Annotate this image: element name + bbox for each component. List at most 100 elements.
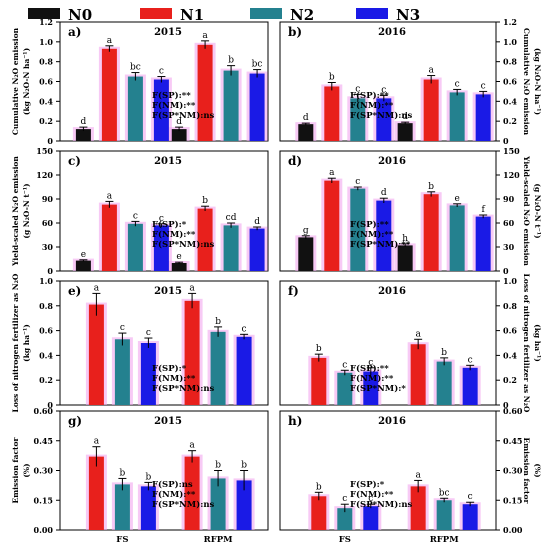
legend-label: N1 xyxy=(180,6,204,24)
bar-n3-rfpm xyxy=(249,73,265,141)
significance-letter: c xyxy=(342,360,347,370)
bar-n0-rfpm xyxy=(397,245,413,271)
significance-letter: e xyxy=(176,252,181,262)
significance-letter: c xyxy=(342,494,347,504)
panel-d: g h a b c e d f 0 30 60 90 120 150 d) 2016 F(SP):**F(NM)… xyxy=(279,146,542,276)
y-tick-label: 150 xyxy=(36,146,53,156)
legend: N0 N1 N2 N3 xyxy=(28,6,420,24)
panel-label: b) xyxy=(288,25,302,39)
y-tick-label: 0.2 xyxy=(39,375,53,385)
significance-letter: c xyxy=(381,85,386,95)
legend-item-n2: N2 xyxy=(250,6,314,24)
anova-stat: F(NM):** xyxy=(152,100,196,111)
anova-stat: F(SP):ns xyxy=(152,479,193,490)
significance-letter: b xyxy=(215,317,221,327)
panel-label: f) xyxy=(288,284,299,298)
bar-n0-rfpm xyxy=(397,123,413,141)
significance-letter: c xyxy=(355,177,360,187)
y-tick-label: 1.0 xyxy=(39,37,53,47)
year-label: 2015 xyxy=(154,27,182,38)
significance-letter: c xyxy=(159,214,164,224)
y-tick-label: 0.8 xyxy=(503,301,517,311)
plot-frame xyxy=(59,280,269,406)
bar-n3-fs xyxy=(363,371,379,405)
bar-n3-fs xyxy=(153,225,169,271)
significance-letter: d xyxy=(402,112,408,122)
bar-n3-rfpm xyxy=(475,216,491,271)
anova-stat: F(NM):** xyxy=(152,229,196,240)
y-tick-label: 90 xyxy=(42,194,54,204)
bar-n1-fs xyxy=(88,304,104,405)
y-axis-unit: (kg ha⁻¹) xyxy=(533,324,542,362)
significance-letter: d xyxy=(303,113,309,123)
bar-n1-fs xyxy=(101,204,117,271)
y-axis-title: Cumulative N₂O emission xyxy=(11,27,20,135)
anova-stat: F(NM):** xyxy=(350,100,394,111)
bar-n3-rfpm xyxy=(236,336,252,405)
y-tick-label: 0.60 xyxy=(503,406,523,416)
y-tick-label: 0 xyxy=(47,400,53,410)
significance-letter: a xyxy=(94,283,100,293)
anova-stat: F(SP*NM):ns xyxy=(152,499,215,510)
bar-n1-fs xyxy=(311,496,327,530)
y-tick-label: 1.2 xyxy=(503,17,517,27)
anova-stat: F(SP):** xyxy=(152,90,191,101)
significance-letter: a xyxy=(329,168,335,178)
legend-swatch xyxy=(140,8,172,19)
bar-n0-rfpm xyxy=(171,263,187,271)
bar-n2-rfpm xyxy=(223,225,239,271)
anova-stat: F(SP):** xyxy=(350,90,389,101)
significance-letter: d xyxy=(176,117,182,127)
significance-letter: b xyxy=(146,472,152,482)
bar-n3-fs xyxy=(153,79,169,141)
bar-n0-fs xyxy=(75,129,91,141)
significance-letter: c xyxy=(242,324,247,334)
y-tick-label: 0.45 xyxy=(503,436,522,446)
bar-n1-fs xyxy=(324,180,340,271)
y-tick-label: 0.30 xyxy=(503,466,523,476)
y-tick-label: 90 xyxy=(503,194,515,204)
anova-stat: F(NM):** xyxy=(152,489,196,500)
y-tick-label: 0.00 xyxy=(34,525,54,535)
bar-n2-fs xyxy=(337,508,353,530)
significance-letter: c xyxy=(120,323,125,333)
y-tick-label: 30 xyxy=(42,242,54,252)
significance-letter: c xyxy=(146,328,151,338)
bar-n1-fs xyxy=(101,48,117,141)
significance-letter: c xyxy=(481,81,486,91)
y-tick-label: 1.0 xyxy=(503,276,517,286)
anova-stat: F(SP):** xyxy=(350,363,389,374)
y-tick-label: 0.15 xyxy=(503,495,522,505)
significance-letter: a xyxy=(415,470,421,480)
x-category-label: RFPM xyxy=(204,535,233,545)
y-tick-label: 60 xyxy=(42,218,54,228)
legend-swatch xyxy=(28,8,60,19)
y-tick-label: 0.60 xyxy=(34,406,54,416)
significance-letter: a xyxy=(202,31,208,41)
anova-stat: F(NM):** xyxy=(350,229,394,240)
significance-letter: b xyxy=(329,72,335,82)
significance-letter: c xyxy=(159,67,164,77)
significance-letter: bc xyxy=(252,60,263,70)
y-axis-title: Loss of nitrogen fertilizer as N₂O xyxy=(522,274,531,413)
bar-n3-rfpm xyxy=(462,504,478,530)
significance-letter: f xyxy=(481,205,485,215)
significance-letter: a xyxy=(189,441,195,451)
y-axis-unit: (kg N₂O-N ha⁻¹) xyxy=(533,48,542,115)
significance-letter: c xyxy=(355,84,360,94)
year-label: 2016 xyxy=(378,416,406,427)
panel-label: e) xyxy=(68,284,81,298)
legend-label: N2 xyxy=(290,6,314,24)
panel-label: a) xyxy=(68,25,81,39)
anova-stat: F(SP):** xyxy=(350,219,389,230)
anova-stat: F(NM):** xyxy=(152,373,196,384)
bar-n2-fs xyxy=(337,372,353,405)
significance-letter: b xyxy=(120,468,126,478)
significance-letter: c xyxy=(133,211,138,221)
bar-n3-rfpm xyxy=(475,94,491,141)
bar-n3-fs xyxy=(363,506,379,530)
y-tick-label: 0.45 xyxy=(34,436,53,446)
y-tick-label: 0.4 xyxy=(39,96,53,106)
panel-label: g) xyxy=(68,414,82,428)
y-tick-label: 0.30 xyxy=(34,466,54,476)
